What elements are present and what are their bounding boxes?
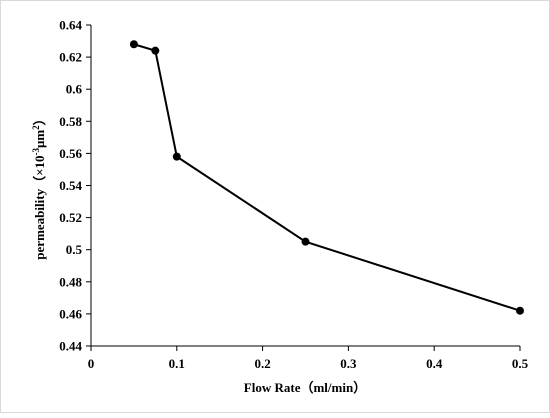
y-axis-title-exponent-1: -3 [31,148,41,156]
x-tick-label: 0.5 [512,356,529,371]
y-tick-label: 0.6 [66,82,83,97]
y-tick-label: 0.56 [59,146,82,161]
y-axis-title-unit: μm [32,130,47,148]
y-tick-label: 0.48 [59,274,82,289]
data-point [172,152,181,161]
y-axis-ticks: 0.44 0.46 0.48 0.5 0.52 0.54 0.56 0.58 0.6 0.62 0.… [59,18,91,354]
x-tick-label: 0.1 [169,356,185,371]
x-tick-label: 0.4 [426,356,443,371]
y-tick-label: 0.64 [59,18,82,33]
y-axis-title: permeability（×10-3μm2） [31,112,47,259]
x-tick-label: 0 [88,356,95,371]
data-point [516,306,524,315]
x-axis-ticks: 0 0.1 0.2 0.3 0.4 0.5 [88,346,529,371]
data-point [301,237,310,246]
y-axis-title-prefix: permeability（×10 [32,156,47,260]
x-axis-title: Flow Rate（ml/min） [244,380,366,395]
series-layer [129,40,524,315]
data-point [151,46,160,55]
y-tick-label: 0.5 [66,242,83,257]
y-tick-label: 0.46 [59,306,82,321]
y-axis-title-suffix: ） [32,112,47,125]
y-tick-label: 0.62 [59,50,82,65]
x-tick-label: 0.3 [340,356,357,371]
y-axis-title-exponent-2: 2 [31,125,41,130]
y-tick-label: 0.52 [59,210,82,225]
y-tick-label: 0.58 [59,114,82,129]
x-tick-label: 0.2 [254,356,270,371]
y-tick-label: 0.44 [59,339,82,354]
y-tick-label: 0.54 [59,178,82,193]
data-point [129,40,138,49]
